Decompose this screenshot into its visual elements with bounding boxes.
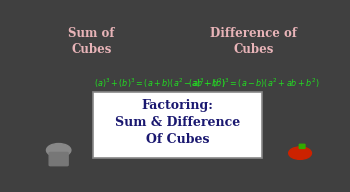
Text: $(a)^3-(b)^3=(a-b)(a^2+ab+b^2)$: $(a)^3-(b)^3=(a-b)(a^2+ab+b^2)$: [188, 76, 319, 90]
Text: $(a)^3+(b)^3=(a+b)(a^2-ab+b^2)$: $(a)^3+(b)^3=(a+b)(a^2-ab+b^2)$: [94, 76, 226, 90]
Text: Sum & Difference: Sum & Difference: [115, 116, 240, 129]
FancyBboxPatch shape: [49, 152, 68, 166]
Text: Sum of
Cubes: Sum of Cubes: [68, 27, 114, 56]
Text: Factoring:: Factoring:: [141, 98, 213, 112]
Text: Of Cubes: Of Cubes: [146, 133, 209, 146]
FancyBboxPatch shape: [299, 144, 305, 148]
Circle shape: [47, 144, 71, 157]
FancyBboxPatch shape: [92, 92, 262, 158]
Text: Difference of
Cubes: Difference of Cubes: [210, 27, 298, 56]
Circle shape: [289, 147, 312, 159]
